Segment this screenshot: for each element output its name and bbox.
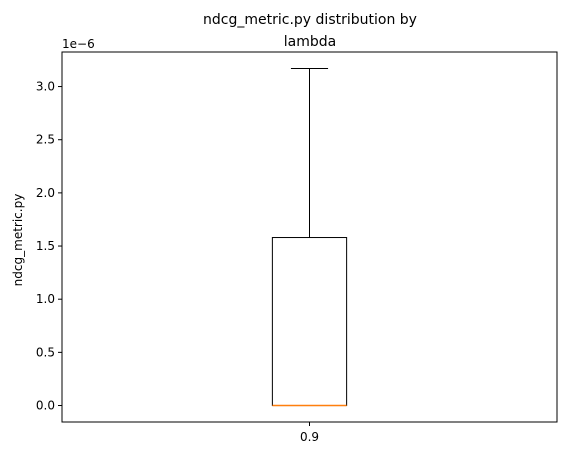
y-axis-label: ndcg_metric.py xyxy=(11,194,25,287)
chart-title-line-2: lambda xyxy=(284,34,336,50)
y-tick-label: 2.5 xyxy=(36,133,55,147)
box-iqr xyxy=(271,237,348,407)
y-tick-label: 1.0 xyxy=(36,292,55,306)
y-tick-label: 0.0 xyxy=(36,399,55,413)
y-tick-label: 2.0 xyxy=(36,186,55,200)
y-offset-label: 1e−6 xyxy=(62,37,95,51)
y-tick-label: 1.5 xyxy=(36,239,55,253)
chart-title-line-1: ndcg_metric.py distribution by xyxy=(203,12,417,28)
y-tick-label: 3.0 xyxy=(36,80,55,94)
x-tick-label: 0.9 xyxy=(300,430,319,444)
plot-area-frame xyxy=(61,51,558,423)
y-tick-label: 0.5 xyxy=(36,345,55,359)
